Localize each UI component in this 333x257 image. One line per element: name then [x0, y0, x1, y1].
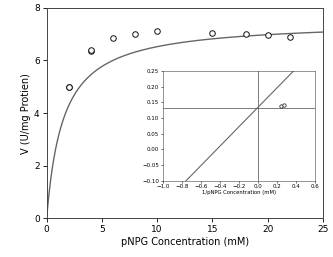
Point	[287, 35, 292, 39]
Y-axis label: V (U/mg Protien): V (U/mg Protien)	[21, 73, 31, 153]
Point	[110, 36, 116, 40]
Point	[66, 85, 71, 89]
Point	[155, 29, 160, 33]
Point	[243, 32, 248, 36]
X-axis label: pNPG Concentration (mM): pNPG Concentration (mM)	[121, 237, 249, 247]
Point	[265, 33, 270, 38]
Point	[66, 85, 71, 89]
Point	[88, 49, 94, 53]
Point	[133, 32, 138, 36]
Point	[210, 31, 215, 35]
Point	[88, 48, 94, 52]
